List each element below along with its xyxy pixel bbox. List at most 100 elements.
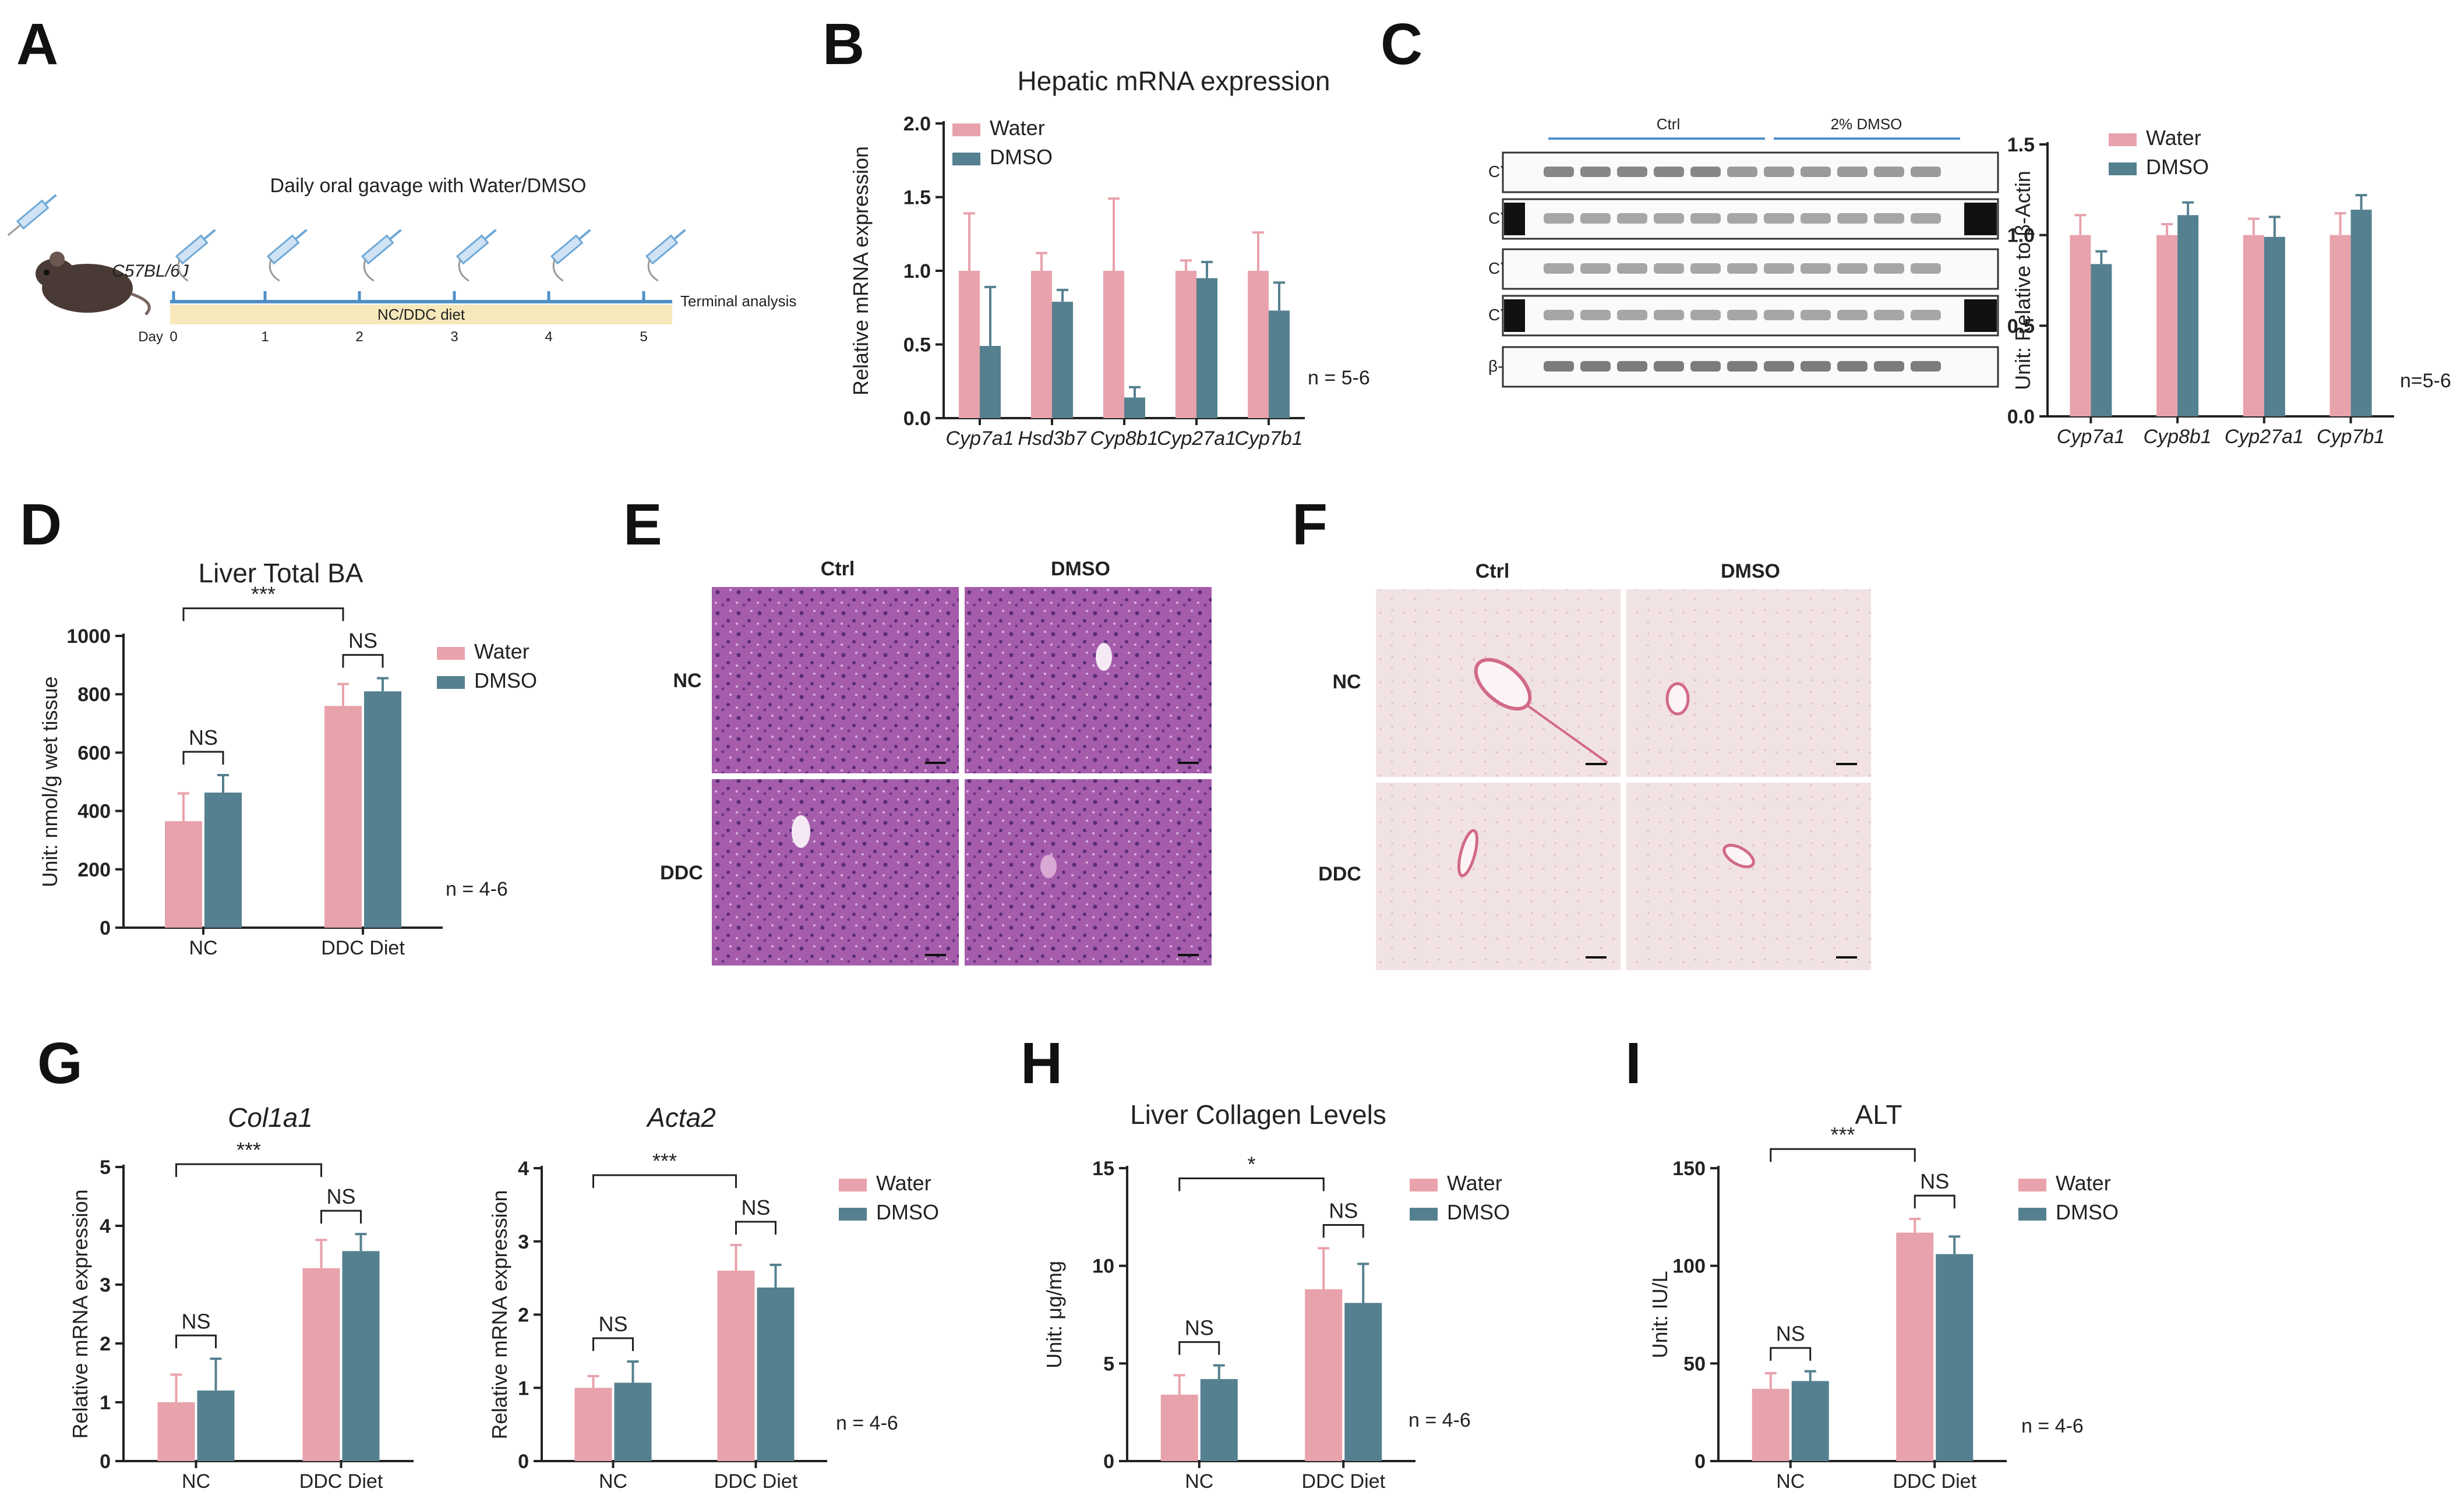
psr-stain-grid: Ctrl DMSO NC DDC [1318, 560, 1871, 970]
bar-dmso [614, 1382, 652, 1461]
bar-water [157, 1402, 195, 1461]
significance-bracket [1770, 1148, 1916, 1162]
significance-label: NS [741, 1196, 770, 1219]
y-axis-title: Relative mRNA expression [849, 146, 873, 395]
bar-dmso [757, 1287, 795, 1461]
significance-bracket [1178, 1177, 1325, 1191]
syringe-barrel [175, 234, 209, 265]
syringe-plunger [389, 229, 402, 241]
panel-label-d: D [20, 492, 62, 557]
y-tick-label: 50 [1683, 1353, 1706, 1375]
he-image-ddc-dmso [965, 779, 1212, 966]
bar-water [302, 1268, 340, 1461]
syringe-needle [458, 259, 469, 282]
psr-col-ctrl: Ctrl [1475, 560, 1510, 582]
he-image-nc-ctrl [712, 587, 959, 773]
blot-marker-band [1504, 299, 1525, 332]
day-number: 5 [640, 329, 647, 345]
psr-fiber [1525, 703, 1609, 764]
blot-strip [1502, 198, 1999, 240]
blot-band [1580, 167, 1611, 177]
blot-band [1911, 361, 1941, 372]
western-blot: Ctrl 2% DMSO CYP7A1CYP8B1CYP27A1CYP7B1β-… [1488, 115, 1999, 388]
syringe-needle [363, 259, 375, 282]
blot-band [1874, 167, 1904, 177]
bar-water [2329, 235, 2351, 416]
n-label: n = 4-6 [1408, 1409, 1471, 1431]
bar-dmso [204, 793, 242, 928]
bar-dmso [1269, 310, 1290, 418]
legend-label-dmso: DMSO [2146, 155, 2209, 179]
legend-swatch-dmso [2109, 162, 2137, 175]
panel-label-e: E [623, 492, 662, 557]
y-tick-label: 1000 [66, 625, 111, 648]
blot-band [1580, 263, 1611, 274]
blot-band [1727, 310, 1757, 320]
y-tick-label: 2 [100, 1333, 111, 1355]
bar-dmso [1791, 1381, 1829, 1461]
blot-marker-band [1964, 203, 1997, 235]
blot-band [1837, 361, 1868, 372]
significance-label: NS [1776, 1322, 1805, 1346]
syringe-icon [175, 229, 216, 282]
syringe-needle [269, 259, 280, 282]
y-tick-label: 5 [1103, 1353, 1114, 1375]
blot-marker-band [1964, 299, 1997, 332]
significance-label: *** [251, 582, 276, 606]
significance-label: NS [348, 629, 377, 653]
blot-band [1837, 310, 1868, 320]
blot-band [1764, 167, 1794, 177]
syringe-plunger [578, 229, 591, 241]
legend-swatch-water [1410, 1179, 1438, 1191]
day-number: 1 [261, 329, 269, 345]
syringe-plunger [203, 229, 216, 241]
chart-h: 0 5 10 15 Unit: μg/mg Liver Collagen Levels NC… [1042, 1099, 1510, 1493]
legend-swatch-water [2018, 1179, 2046, 1191]
legend-swatch-dmso [437, 676, 465, 689]
significance-bracket [175, 1163, 322, 1177]
y-tick-label: 400 [77, 801, 111, 823]
legend-swatch-dmso [1410, 1208, 1438, 1221]
significance-label: NS [181, 1309, 210, 1333]
y-tick-label: 3 [100, 1274, 111, 1296]
panel-label-g: G [37, 1031, 83, 1096]
timeline-schematic: Daily oral gavage with Water/DMSO C57BL/… [7, 175, 796, 345]
legend-label-dmso: DMSO [990, 145, 1053, 169]
psr-vessel [1722, 843, 1755, 869]
day-number: 3 [450, 329, 458, 345]
x-tick-label: Cyp7a1 [2057, 426, 2125, 448]
y-tick-label: 1.5 [903, 187, 931, 209]
x-tick-label: Cyp7b1 [1234, 427, 1302, 450]
significance-bracket [320, 1210, 362, 1224]
x-tick-label: NC [189, 937, 217, 959]
bar-water [959, 271, 980, 418]
psr-image-ddc-dmso [1626, 783, 1871, 970]
chart-g-acta2: 0 1 2 3 4 Relative mRNA expression Acta2 NC DDC … [488, 1102, 939, 1493]
blot-band [1617, 361, 1647, 372]
blot-band [1544, 263, 1574, 274]
blot-band [1874, 213, 1904, 224]
gavage-header: Daily oral gavage with Water/DMSO [270, 175, 587, 197]
x-tick-label: DDC Diet [1893, 1470, 1976, 1493]
bar-water [1103, 271, 1124, 418]
y-tick-label: 0.0 [903, 408, 931, 430]
panel-label-a: A [16, 12, 58, 77]
blot-band [1544, 213, 1574, 224]
bar-water [1175, 271, 1196, 418]
legend-swatch-water [839, 1179, 867, 1191]
significance-bracket [1770, 1347, 1812, 1361]
x-tick-label: Cyp8b1 [2144, 426, 2212, 448]
syringe-barrel [456, 234, 489, 265]
y-tick-label: 0 [100, 1451, 111, 1473]
y-axis-title: Relative mRNA expression [68, 1189, 92, 1438]
blot-band [1911, 167, 1941, 177]
blot-band [1544, 310, 1574, 320]
syringe-needle [552, 259, 564, 282]
significance-bracket [342, 654, 384, 668]
n-label: n=5-6 [2400, 370, 2451, 392]
y-tick-label: 0 [1103, 1451, 1114, 1473]
blot-band [1654, 167, 1684, 177]
y-tick-label: 1.0 [903, 260, 931, 282]
terminal-analysis-label: Terminal analysis [680, 292, 796, 310]
legend-label-dmso: DMSO [1447, 1200, 1510, 1224]
